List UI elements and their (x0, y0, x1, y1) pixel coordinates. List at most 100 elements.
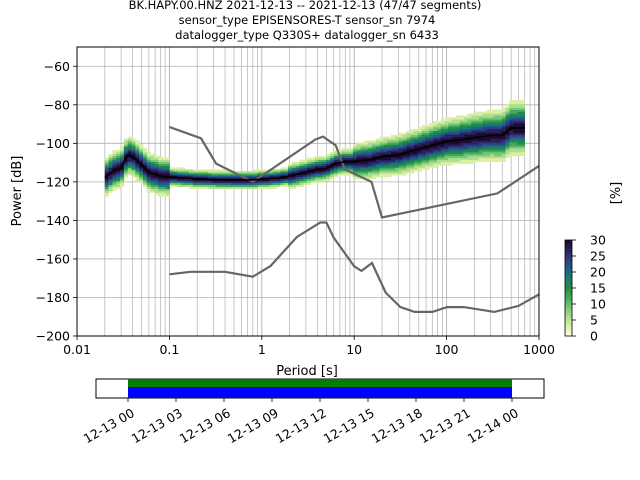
heatmap-cell (425, 130, 430, 134)
heatmap-cell (238, 171, 243, 174)
timeline-tick-label: 12-13 21 (417, 405, 473, 446)
heatmap-cell (139, 152, 144, 155)
heatmap-cell (184, 169, 190, 172)
heatmap-cell (379, 150, 384, 153)
heatmap-cell (402, 144, 407, 147)
heatmap-cell (120, 159, 125, 162)
heatmap-cell (387, 163, 392, 166)
heatmap-cell (448, 142, 453, 145)
heatmap-cell (337, 150, 342, 153)
heatmap-cell (356, 165, 361, 168)
heatmap-cell (200, 169, 205, 172)
heatmap-cell (486, 150, 491, 153)
heatmap-cell (459, 134, 464, 137)
heatmap-cell (375, 167, 380, 170)
heatmap-cell (135, 163, 140, 166)
heatmap-cell (234, 182, 239, 186)
heatmap-cell (452, 136, 457, 139)
heatmap-cell (387, 153, 392, 157)
heatmap-cell (517, 115, 522, 118)
heatmap-cell (200, 177, 205, 180)
heatmap-cell (238, 180, 243, 184)
heatmap-cell (486, 119, 491, 122)
heatmap-cell (372, 150, 377, 153)
heatmap-cell (490, 111, 495, 114)
heatmap-cell (253, 171, 258, 174)
heatmap-cell (123, 175, 129, 178)
heatmap-cell (444, 144, 449, 147)
heatmap-cell (494, 113, 499, 116)
heatmap-cell (494, 157, 499, 161)
heatmap-cell (406, 167, 411, 170)
heatmap-cell (501, 119, 506, 122)
heatmap-cell (429, 140, 434, 143)
heatmap-cell (352, 152, 358, 155)
heatmap-cell (429, 130, 434, 134)
heatmap-cell (330, 153, 335, 157)
heatmap-cell (520, 119, 525, 122)
heatmap-cell (330, 152, 335, 155)
heatmap-cell (150, 188, 155, 191)
heatmap-cell (509, 144, 514, 147)
heatmap-cell (204, 173, 209, 176)
heatmap-cell (322, 163, 327, 166)
heatmap-cell (509, 121, 514, 124)
heatmap-cell (333, 165, 338, 168)
heatmap-cell (284, 173, 289, 176)
heatmap-cell (394, 134, 400, 137)
heatmap-cell (501, 159, 506, 162)
heatmap-cell (215, 180, 220, 184)
heatmap-cell (268, 184, 274, 187)
heatmap-cell (509, 125, 514, 128)
heatmap-cell (360, 148, 365, 151)
heatmap-cell (417, 138, 422, 141)
heatmap-cell (433, 128, 438, 132)
heatmap-cell (486, 132, 491, 135)
heatmap-cell (257, 173, 262, 176)
heatmap-cell (478, 134, 483, 137)
heatmap-cell (234, 186, 239, 189)
heatmap-cell (383, 173, 388, 176)
heatmap-cell (146, 157, 151, 161)
heatmap-cell (272, 184, 277, 187)
heatmap-cell (246, 180, 251, 184)
heatmap-cell (219, 175, 224, 178)
heatmap-cell (455, 136, 461, 139)
heatmap-cell (391, 148, 396, 151)
heatmap-cell (131, 146, 136, 149)
heatmap-cell (513, 119, 518, 122)
heatmap-cell (486, 157, 491, 161)
heatmap-cell (429, 152, 434, 155)
heatmap-cell (291, 182, 296, 186)
heatmap-cell (509, 113, 514, 116)
heatmap-cell (433, 140, 438, 143)
heatmap-cell (444, 150, 449, 153)
heatmap-cell (501, 123, 506, 126)
heatmap-cell (142, 178, 148, 182)
heatmap-cell (364, 169, 369, 172)
heatmap-cell (307, 180, 312, 184)
heatmap-cell (352, 175, 358, 178)
heatmap-cell (352, 150, 358, 153)
heatmap-cell (364, 146, 369, 149)
heatmap-cell (295, 167, 300, 170)
heatmap-cell (146, 163, 151, 166)
heatmap-cell (455, 152, 461, 155)
heatmap-cell (368, 140, 373, 143)
heatmap-cell (444, 119, 449, 122)
heatmap-cell (295, 169, 300, 172)
x-tick-label: 100 (435, 342, 459, 357)
heatmap-cell (413, 152, 419, 155)
heatmap-cell (505, 138, 510, 141)
y-tick-label: −100 (36, 136, 70, 151)
heatmap-cell (219, 177, 224, 180)
heatmap-cell (162, 171, 167, 174)
heatmap-cell (444, 130, 449, 134)
heatmap-cell (471, 152, 476, 155)
heatmap-cell (486, 123, 491, 126)
heatmap-cell (455, 161, 461, 164)
heatmap-cell (455, 119, 461, 122)
heatmap-cell (497, 121, 503, 124)
heatmap-cell (402, 132, 407, 135)
